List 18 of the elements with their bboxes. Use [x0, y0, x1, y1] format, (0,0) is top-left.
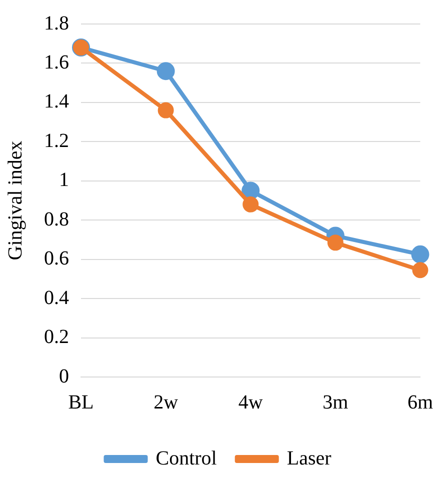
- y-tick-label: 1.8: [44, 12, 69, 34]
- x-tick-label: 3m: [322, 391, 349, 414]
- x-tick-label: 6m: [407, 391, 434, 414]
- legend-label: Control: [156, 447, 218, 470]
- y-tick-label: 1: [59, 169, 69, 192]
- y-tick-label: 1.4: [44, 90, 69, 113]
- y-tick-label: 0.6: [44, 248, 69, 270]
- y-tick-label: 0: [59, 365, 69, 388]
- x-tick-label: BL: [68, 391, 94, 414]
- y-tick-label: 0.8: [44, 208, 69, 230]
- x-tick-label: 4w: [238, 391, 264, 414]
- y-axis-title: Gingival index: [4, 140, 26, 260]
- legend-label: Laser: [286, 447, 332, 470]
- y-tick-label: 1.2: [44, 130, 69, 152]
- x-tick-label: 2w: [154, 391, 179, 414]
- y-tick-label: 0.4: [44, 286, 69, 309]
- y-tick-label: 1.6: [44, 51, 69, 74]
- y-tick-label: 0.2: [44, 326, 69, 348]
